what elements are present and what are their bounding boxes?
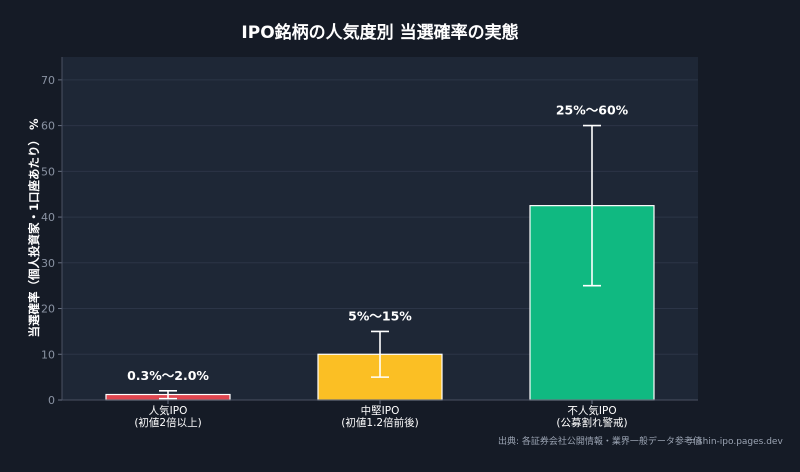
x-tick-label: (初値1.2倍前後) <box>341 416 418 429</box>
x-tick-label: (公募割れ警戒) <box>556 416 627 429</box>
y-tick-label: 70 <box>41 74 55 87</box>
y-tick-label: 20 <box>41 303 55 316</box>
source-note: 出典: 各証券会社公開情報・業界一般データ参考値 <box>498 435 702 447</box>
chart-title: IPO銘柄の人気度別 当選確率の実態 <box>241 22 518 43</box>
y-axis-label: 当選確率（個人投資家・1口座あたり） % <box>27 118 41 338</box>
data-label: 25%〜60% <box>556 103 629 118</box>
y-tick-label: 0 <box>48 394 55 407</box>
x-tick-label: (初値2倍以上) <box>134 416 201 429</box>
x-tick-label: 人気IPO <box>149 404 188 417</box>
y-tick-label: 50 <box>41 165 55 178</box>
y-tick-label: 30 <box>41 257 55 270</box>
y-tick-label: 60 <box>41 120 55 133</box>
site-link[interactable]: ⌗ shin-ipo.pages.dev <box>690 437 783 447</box>
x-tick-label: 不人気IPO <box>567 404 616 417</box>
y-tick-label: 40 <box>41 211 55 224</box>
x-tick-label: 中堅IPO <box>361 404 400 417</box>
y-tick-label: 10 <box>41 348 55 361</box>
axes: 0 10 20 30 40 50 60 70 人気IPO(初値2倍以上) 中堅IPO(初値1.2倍… <box>41 57 698 429</box>
data-label: 0.3%〜2.0% <box>127 368 209 383</box>
data-label: 5%〜15% <box>348 308 412 323</box>
